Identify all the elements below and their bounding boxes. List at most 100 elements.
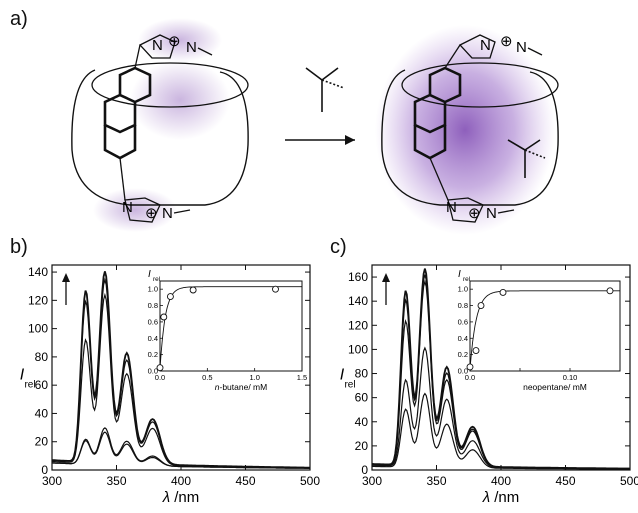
b-main-xtick-label-2: 400 — [171, 474, 191, 488]
b-main-ytick-label-1: 20 — [35, 435, 49, 449]
c-inset-frame — [469, 280, 621, 372]
b-main-xtick-label-1: 350 — [106, 474, 126, 488]
b-inset-fit-curve — [159, 286, 302, 369]
charge-bottom-left: ⊕ — [145, 205, 158, 222]
linker-top-right — [444, 44, 461, 69]
c-inset-point-1 — [472, 347, 480, 354]
atom-n2-top-left: N — [186, 39, 197, 56]
c-main-spectrum-0 — [372, 392, 630, 470]
c-inset-ylabel: I — [458, 269, 461, 280]
c-main-spectrum-4 — [372, 268, 631, 470]
b-inset-point-4 — [272, 285, 279, 293]
c-main-ylabel-sub: rel — [344, 380, 355, 391]
b-inset-ytick-label-2: 0.4 — [148, 334, 158, 343]
cage-rim-right — [401, 62, 559, 108]
b-inset-ytick-label-1: 0.2 — [148, 350, 158, 359]
imidazolium-bottom-left — [124, 197, 161, 223]
charge-top-right: ⊕ — [500, 33, 513, 50]
b-main-xtick-label-3: 450 — [235, 474, 255, 488]
c-main-ytick-label-0: 0 — [361, 463, 368, 477]
b-inset-ytick-label-4: 0.8 — [148, 301, 158, 310]
b-main-xlabel: λ /nm — [162, 489, 200, 506]
atom-n2-bottom-left: N — [162, 205, 173, 222]
c-inset-ylabel-sub: rel — [463, 276, 471, 283]
cage-ring-left — [71, 69, 249, 206]
b-inset-ytick-label-3: 0.6 — [148, 317, 158, 326]
c-main-increase-arrow-head — [382, 273, 390, 282]
naphthalene-left-ring2 — [103, 125, 137, 160]
cage-rim-left — [91, 62, 249, 108]
c-inset-point-2 — [477, 302, 485, 309]
c-main-ytick-label-6: 120 — [348, 318, 368, 332]
methyl-bottom-right — [497, 209, 515, 214]
b-main-ytick-label-2: 40 — [35, 406, 49, 420]
c-inset-xtick-label-0: 0.0 — [465, 373, 475, 382]
c-inset-point-4 — [606, 287, 614, 295]
host-right: N ⊕ N N ⊕ N — [375, 25, 559, 235]
atom-n1-bottom-right: N — [446, 199, 457, 216]
b-inset-xtick-label-0: 0.0 — [155, 373, 165, 382]
c-main-xtick-label-1: 350 — [426, 474, 446, 488]
linker-bottom-right — [429, 157, 449, 201]
glow-strong — [375, 25, 555, 235]
imidazolium-top-right — [458, 34, 496, 59]
c-inset-ytick-label-2: 0.4 — [458, 334, 468, 343]
c-main-ytick-label-7: 140 — [348, 294, 368, 308]
imidazolium-top-left — [138, 34, 176, 59]
panel-c-label: c) — [330, 236, 347, 258]
b-main-spectrum-0 — [51, 431, 310, 469]
panel-b-label: b) — [10, 236, 28, 258]
glow-imidazolium-bottom-left — [93, 188, 177, 232]
b-inset-ylabel: I — [148, 269, 151, 280]
glow-imidazolium-top-left — [138, 18, 222, 62]
b-main-ytick-label-4: 80 — [35, 350, 49, 364]
b-inset-ytick-label-0: 0.0 — [148, 367, 158, 376]
panel-a-label: a) — [10, 8, 28, 30]
atom-n1-top-right: N — [480, 37, 491, 54]
c-inset-point-3 — [499, 289, 507, 296]
c-main-xtick-label-2: 400 — [491, 474, 511, 488]
charge-bottom-right: ⊕ — [468, 205, 481, 222]
guest-addition — [285, 67, 355, 145]
c-main-ytick-label-4: 80 — [355, 367, 369, 381]
c-main-ytick-label-1: 20 — [355, 439, 369, 453]
c-inset-ytick-label-3: 0.6 — [458, 317, 468, 326]
c-inset-ytick-label-0: 0.0 — [458, 367, 468, 376]
b-main-spectrum-1 — [51, 427, 310, 469]
c-main-ylabel: I — [340, 367, 345, 384]
c-main-xlabel: λ /nm — [482, 489, 520, 506]
c-main-ytick-label-3: 60 — [355, 391, 369, 405]
b-main-xtick-label-0: 300 — [42, 474, 62, 488]
chart-b: 300 350 400 450 500 0 20 40 60 80 100 120 140 λ /nm Ir… — [20, 264, 320, 506]
b-main-ytick-label-5: 100 — [28, 322, 48, 336]
b-inset-ylabel-sub: rel — [153, 276, 161, 283]
c-main-xtick-label-4: 500 — [620, 474, 638, 488]
b-main-ylabel-sub: rel — [24, 380, 35, 391]
b-inset-point-3 — [189, 286, 197, 294]
imidazolium-bottom-right — [447, 197, 484, 223]
atom-n1-bottom-left: N — [122, 199, 133, 216]
methyl-bottom-left — [173, 209, 191, 214]
c-inset-fit-curve — [469, 290, 620, 369]
reaction-arrow-head — [345, 135, 355, 145]
c-inset-xtick-label-2: 0.10 — [563, 373, 578, 382]
neopentane-guest — [305, 67, 345, 112]
b-main-xtick-label-4: 500 — [300, 474, 320, 488]
b-main-ytick-label-0: 0 — [41, 463, 48, 477]
c-main-ytick-label-2: 40 — [355, 415, 369, 429]
c-main-ytick-label-8: 160 — [348, 270, 368, 284]
b-inset-xtick-label-2: 1.0 — [249, 373, 259, 382]
b-main-ytick-label-3: 60 — [35, 378, 49, 392]
chart-c: 300 350 400 450 500 0 20 40 60 80 100 120 140 160 λ /n… — [340, 264, 638, 506]
charge-top-left: ⊕ — [168, 33, 181, 50]
b-inset-xtick-label-1: 0.5 — [202, 373, 212, 382]
neopentane-inside — [507, 139, 546, 178]
b-inset-frame — [159, 280, 303, 372]
b-main-ytick-label-6: 120 — [28, 293, 48, 307]
scheme-panel-a: N ⊕ N N ⊕ N — [71, 18, 559, 235]
c-main-ytick-label-5: 100 — [348, 342, 368, 356]
b-main-ytick-label-7: 140 — [28, 265, 48, 279]
host-left: N ⊕ N N ⊕ N — [71, 18, 249, 232]
b-main-increase-arrow-head — [62, 273, 70, 282]
c-inset-ytick-label-5: 1.0 — [458, 285, 468, 294]
